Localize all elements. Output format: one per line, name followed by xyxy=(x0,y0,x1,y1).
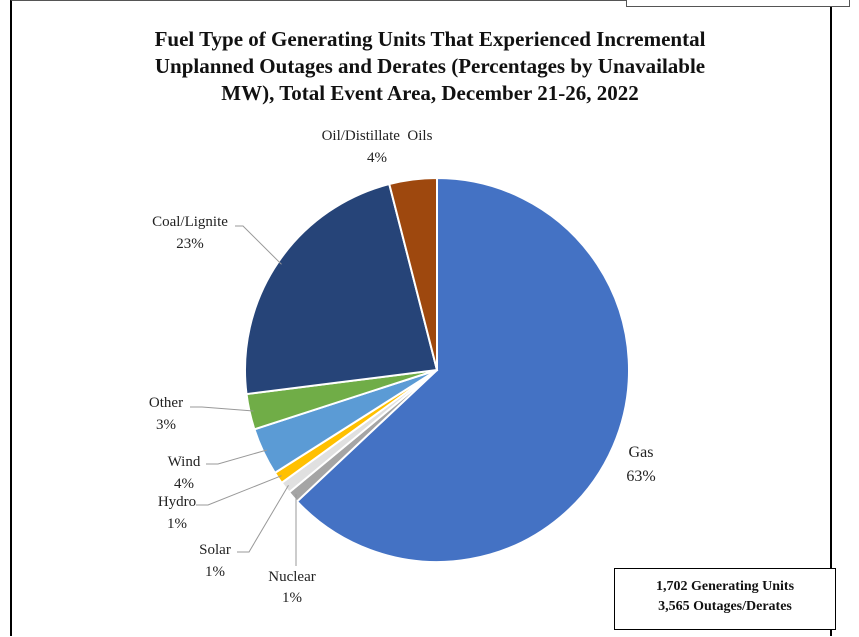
slice-label-gas-name: Gas xyxy=(629,444,654,461)
pie-slices xyxy=(244,176,630,563)
slice-label-nuclear-name: Nuclear xyxy=(268,569,315,585)
slice-label-solar-value: 1% xyxy=(205,564,225,580)
slice-label-coal-lignite-value: 23% xyxy=(176,236,204,252)
slice-label-gas-value: 63% xyxy=(626,468,655,485)
chart-title: Fuel Type of Generating Units That Exper… xyxy=(60,26,800,107)
pie-slice-gas xyxy=(295,176,630,563)
slice-label-hydro-value: 1% xyxy=(167,516,187,532)
slice-label-hydro-name: Hydro xyxy=(158,494,196,510)
slice-label-nuclear-value: 1% xyxy=(282,590,302,606)
slice-label-wind-name: Wind xyxy=(168,454,201,470)
leader-line-coal-lignite xyxy=(235,225,282,265)
slice-label-oil-name: Oil/Distillate Oils xyxy=(322,128,433,144)
slice-label-oil-value: 4% xyxy=(367,150,387,166)
slice-label-solar-name: Solar xyxy=(199,542,231,558)
pie-slice-oil-distillate-oils xyxy=(388,176,438,371)
summary-box: 1,702 Generating Units 3,565 Outages/Der… xyxy=(614,568,836,630)
leader-line-solar xyxy=(237,484,289,553)
leader-line-wind xyxy=(206,449,268,465)
slice-label-other-name: Other xyxy=(149,395,183,411)
pie-leader-lines xyxy=(190,225,297,566)
chart-frame xyxy=(10,0,850,636)
slice-label-other-value: 3% xyxy=(156,417,176,433)
slice-label-wind-value: 4% xyxy=(174,476,194,492)
pie-slice-coal-lignite xyxy=(244,182,439,396)
chart-title-line-3: MW), Total Event Area, December 21-26, 2… xyxy=(221,81,639,105)
frame-top-tab xyxy=(626,0,850,7)
summary-outages-derates: 3,565 Outages/Derates xyxy=(658,599,792,614)
chart-title-line-2: Unplanned Outages and Derates (Percentag… xyxy=(154,54,706,78)
leader-line-hydro xyxy=(196,475,282,506)
leader-line-other xyxy=(190,406,254,412)
chart-title-line-1: Fuel Type of Generating Units That Exper… xyxy=(154,27,706,51)
slice-label-coal-lignite-name: Coal/Lignite xyxy=(152,214,228,230)
summary-generating-units: 1,702 Generating Units xyxy=(655,579,795,594)
pie-labels: Gas 63% Nuclear 1% Solar 1% Hydro 1% Win… xyxy=(149,128,656,606)
